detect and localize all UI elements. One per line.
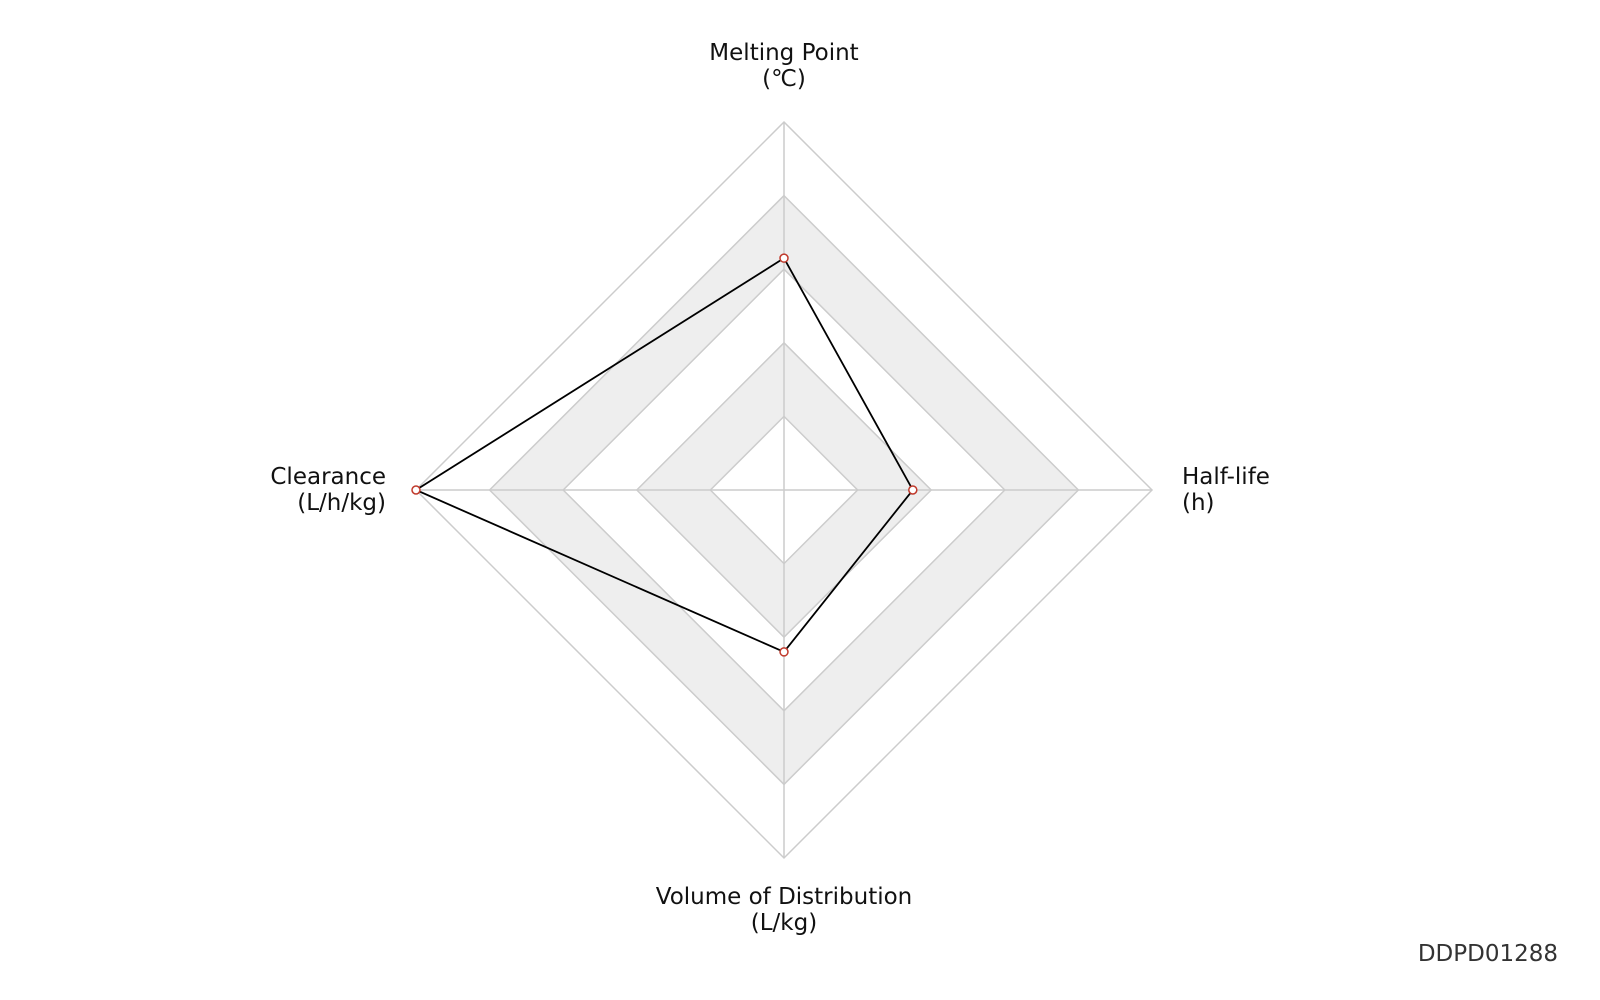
data-point	[411, 485, 421, 495]
axis-label: Melting Point (℃)	[709, 40, 859, 92]
watermark: DDPD01288	[1417, 941, 1558, 967]
data-point	[908, 485, 918, 495]
axis-label: Clearance (L/h/kg)	[270, 464, 386, 516]
data-point	[779, 647, 789, 657]
data-point	[779, 253, 789, 263]
axis-label: Half-life (h)	[1182, 464, 1270, 516]
axis-label: Volume of Distribution (L/kg)	[655, 884, 913, 936]
